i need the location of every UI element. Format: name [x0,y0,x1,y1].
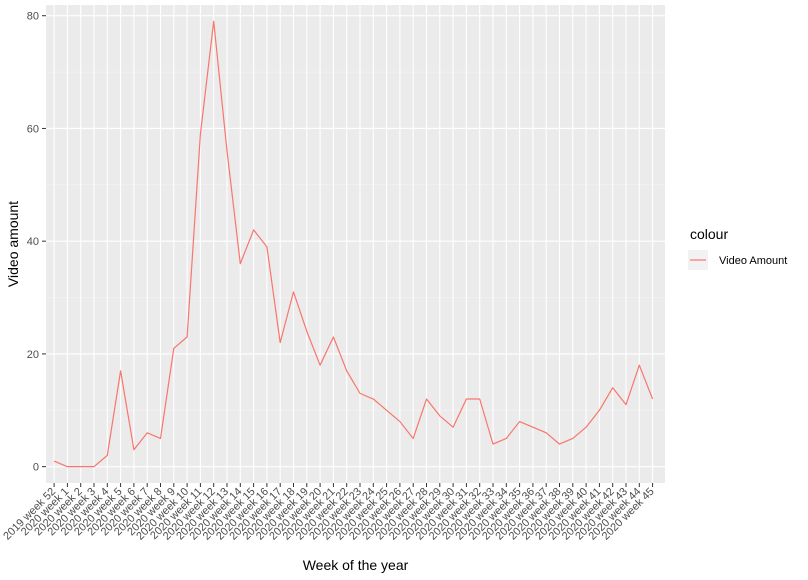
grid-minor [46,71,665,411]
y-axis: 0 20 40 60 80 [27,11,46,474]
y-tick-label: 0 [33,462,39,474]
y-tick-label: 80 [27,11,39,23]
y-tick-label: 40 [27,236,39,248]
series-layer [53,20,654,468]
legend: colour Video Amount [688,226,787,270]
panel-background [46,5,665,483]
legend-label-video-amount: Video Amount [719,255,787,267]
grid-major [46,5,665,483]
y-tick-label: 20 [27,349,39,361]
series-line-video-amount [53,20,654,468]
x-axis-title: Week of the year [303,557,409,573]
legend-title: colour [690,226,728,242]
y-axis-title: Video amount [5,201,21,287]
y-tick-label: 60 [27,123,39,135]
